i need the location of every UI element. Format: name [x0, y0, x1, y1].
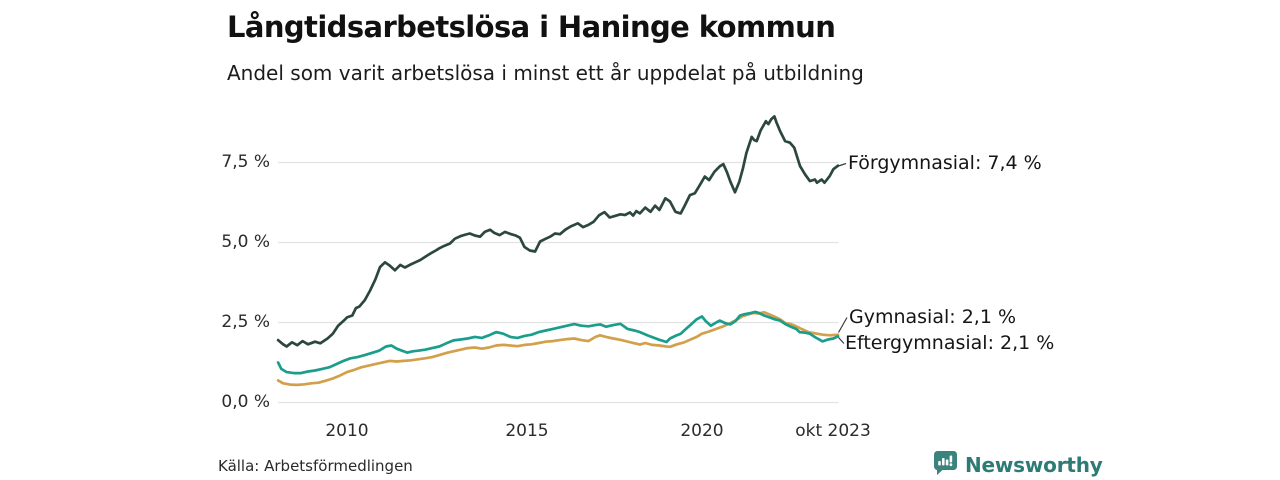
series-label-forgymnasial: Förgymnasial: 7,4 %: [848, 152, 1042, 174]
x-tick-2010: 2010: [325, 421, 369, 441]
series-label-gymnasial: Gymnasial: 2,1 %: [849, 306, 1017, 328]
x-tick-2015: 2015: [505, 421, 549, 441]
newsworthy-logo-icon: [933, 450, 958, 480]
y-tick-7-5: 7,5 %: [221, 152, 270, 172]
chart-title: Långtidsarbetslösa i Haninge kommun: [227, 10, 836, 44]
source-note: Källa: Arbetsförmedlingen: [218, 457, 413, 475]
series-line-eftergymnasial: [276, 310, 840, 375]
series-label-eftergymnasial: Eftergymnasial: 2,1 %: [845, 332, 1055, 354]
x-tick-2020: 2020: [680, 421, 724, 441]
series-line-förgymnasial: [276, 115, 840, 348]
y-tick-2-5: 2,5 %: [221, 312, 270, 332]
connector-forgymnasial: [838, 162, 847, 167]
x-tick-okt-2023: okt 2023: [795, 421, 871, 441]
y-tick-5-0: 5,0 %: [221, 232, 270, 252]
newsworthy-wordmark: Newsworthy: [965, 453, 1103, 477]
connector-gymnasial: [837, 317, 848, 333]
connector-eftergymnasial: [838, 337, 845, 344]
series-line-gymnasial: [276, 310, 840, 387]
y-tick-0-0: 0,0 %: [221, 392, 270, 412]
branding: Newsworthy: [933, 450, 1103, 480]
series-lines: [276, 115, 840, 387]
label-connectors: [837, 162, 848, 344]
chart-subtitle: Andel som varit arbetslösa i minst ett å…: [227, 61, 864, 85]
